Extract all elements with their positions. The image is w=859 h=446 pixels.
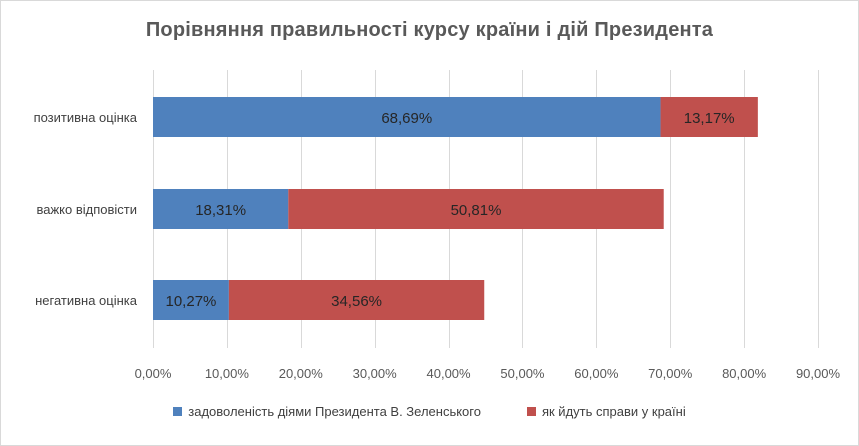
data-label: 10,27% xyxy=(166,293,217,310)
bar-country xyxy=(288,189,664,229)
legend-label-satisfaction: задоволеність діями Президента В. Зеленс… xyxy=(188,404,481,419)
data-label: 34,56% xyxy=(331,293,382,310)
category-label: важко відповісти xyxy=(36,202,137,217)
legend-swatch-satisfaction xyxy=(173,407,183,416)
x-tick-label: 20,00% xyxy=(279,366,324,381)
legend-label-country: як йдуть справи у країні xyxy=(541,404,686,419)
legend-entry-satisfaction: задоволеність діями Президента В. Зеленс… xyxy=(173,404,481,419)
data-label: 68,69% xyxy=(381,110,432,127)
data-label: 13,17% xyxy=(684,110,735,127)
category-label: негативна оцінка xyxy=(35,293,138,308)
x-tick-label: 90,00% xyxy=(796,366,841,381)
bar-country xyxy=(660,97,758,137)
bar-country xyxy=(228,280,485,320)
x-tick-label: 70,00% xyxy=(648,366,693,381)
legend: задоволеність діями Президента В. Зеленс… xyxy=(0,404,859,419)
legend-entry-country: як йдуть справи у країні xyxy=(526,404,686,419)
category-label: позитивна оцінка xyxy=(34,110,138,125)
legend-swatch-country xyxy=(526,407,536,416)
chart-title: Порівняння правильності курсу країни і д… xyxy=(145,19,714,41)
data-label: 50,81% xyxy=(451,202,502,219)
x-tick-label: 10,00% xyxy=(205,366,250,381)
bar-satisfaction xyxy=(153,97,661,137)
x-tick-label: 40,00% xyxy=(427,366,472,381)
bar-satisfaction xyxy=(153,189,289,229)
x-tick-label: 80,00% xyxy=(722,366,767,381)
x-tick-label: 50,00% xyxy=(500,366,545,381)
x-tick-label: 60,00% xyxy=(574,366,619,381)
bar-satisfaction xyxy=(153,280,229,320)
x-tick-label: 0,00% xyxy=(135,366,172,381)
x-tick-label: 30,00% xyxy=(353,366,398,381)
data-label: 18,31% xyxy=(195,202,246,219)
